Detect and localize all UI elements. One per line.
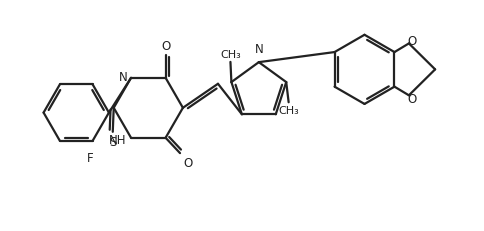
Text: O: O: [161, 40, 170, 53]
Text: CH₃: CH₃: [278, 105, 299, 115]
Text: CH₃: CH₃: [220, 50, 241, 60]
Text: O: O: [408, 93, 417, 106]
Text: F: F: [87, 152, 93, 165]
Text: N: N: [119, 71, 127, 84]
Text: NH: NH: [109, 134, 126, 146]
Text: N: N: [255, 43, 264, 56]
Text: S: S: [109, 135, 117, 148]
Text: O: O: [408, 34, 417, 47]
Text: O: O: [183, 156, 192, 169]
